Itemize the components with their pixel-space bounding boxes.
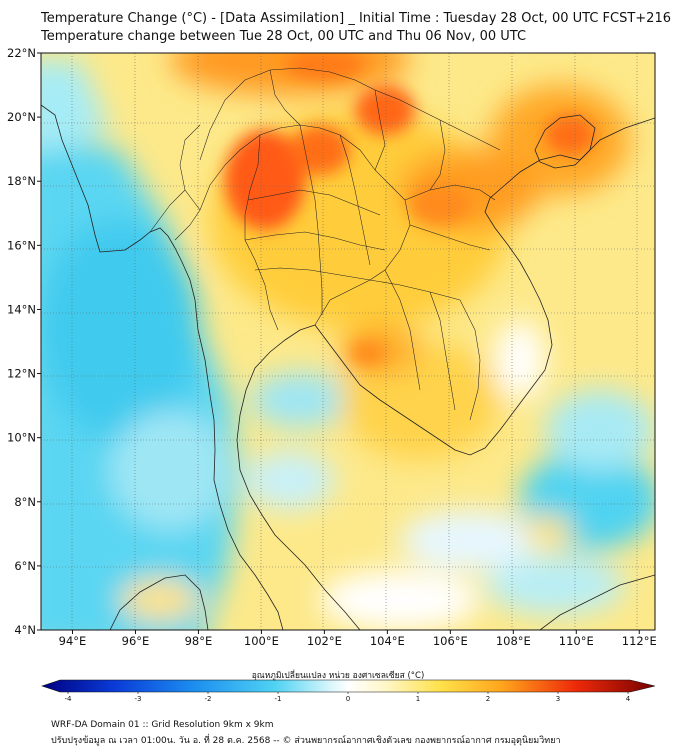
x-tick-label: 102°E [307, 634, 342, 648]
x-axis-ticks: 94°E 96°E 98°E 100°E 102°E 104°E 106°E 108°E 110… [59, 630, 657, 648]
x-tick-label: 112°E [622, 634, 657, 648]
y-tick-label: 14°N [7, 302, 36, 316]
colorbar-tick-label: 1 [416, 695, 420, 703]
colorbar-tick-label: 3 [556, 695, 560, 703]
x-tick-label: 108°E [496, 634, 531, 648]
x-tick-label: 104°E [370, 634, 405, 648]
colorbar-tick-label: -4 [65, 695, 73, 703]
x-tick-label: 110°E [559, 634, 594, 648]
footer-model-info: WRF-DA Domain 01 :: Grid Resolution 9km … [51, 720, 274, 730]
y-tick-label: 10°N [7, 431, 36, 445]
y-axis-ticks: 22°N 20°N 18°N 16°N 14°N 12°N 10°N 8°N 6°N 4°N [7, 46, 41, 637]
colorbar-tick-label: 0 [346, 695, 350, 703]
province-borders [149, 67, 501, 421]
x-tick-label: 94°E [59, 634, 87, 648]
y-tick-label: 4°N [14, 623, 36, 637]
map-title: Temperature Change (°C) - [Data Assimila… [41, 11, 671, 26]
y-tick-label: 18°N [7, 174, 36, 188]
y-tick-label: 20°N [7, 110, 36, 124]
colorbar: -4 -3 -2 -1 0 1 2 3 4 [41, 679, 656, 703]
footer-credits: ปรับปรุงข้อมูล ณ เวลา 01:00น. วัน อ. ที่… [51, 736, 561, 746]
y-tick-label: 16°N [7, 238, 36, 252]
y-tick-label: 6°N [14, 559, 36, 573]
graticule [41, 53, 655, 630]
x-tick-label: 106°E [433, 634, 468, 648]
colorbar-title: อุณหภูมิเปลี่ยนแปลง หน่วย องศาเซลเซียส (… [251, 671, 425, 681]
colorbar-tick-label: 2 [486, 695, 490, 703]
temperature-field [41, 53, 655, 630]
y-tick-label: 8°N [14, 495, 36, 509]
map-subtitle: Temperature change between Tue 28 Oct, 0… [41, 29, 527, 44]
colorbar-tick-label: -2 [205, 695, 212, 703]
y-tick-label: 12°N [7, 367, 36, 381]
colorbar-tick-label: -3 [135, 695, 142, 703]
map-frame [40, 52, 656, 631]
x-tick-label: 100°E [244, 634, 279, 648]
colorbar-tick-label: 4 [626, 695, 631, 703]
x-tick-label: 96°E [122, 634, 150, 648]
y-tick-label: 22°N [7, 46, 36, 60]
coastlines [41, 104, 655, 630]
x-tick-label: 98°E [185, 634, 213, 648]
colorbar-tick-label: -1 [275, 695, 282, 703]
